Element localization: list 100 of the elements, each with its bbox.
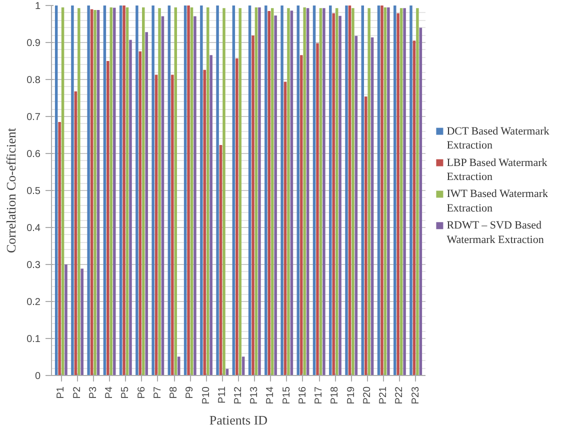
x-tick-label: P2 [72,386,83,399]
bar [122,6,126,376]
bar [206,7,210,376]
bar [187,6,190,376]
x-tick-label: P22 [394,386,406,404]
bar [403,8,406,376]
bar [103,6,106,376]
bar [152,6,154,376]
bar [94,10,96,376]
x-tick-label: P13 [249,386,260,404]
bar [171,74,174,376]
x-axis-title: Patients ID [209,412,268,428]
bar [300,55,303,376]
bar [58,122,61,376]
bar [258,7,261,376]
x-tick-label: P18 [330,386,341,404]
bar [377,6,380,376]
y-tick-label: 0.5 [26,186,41,197]
x-tick-label: P21 [378,386,390,404]
legend-label: DCT Based Watermark Extraction [446,125,550,152]
bar [412,40,416,376]
bar [145,32,148,376]
x-tick-label: P17 [314,386,325,404]
bar [216,6,219,376]
x-tick-label: P19 [346,386,357,404]
bar [387,7,390,376]
bar [335,8,338,376]
bar [322,8,326,376]
y-tick-label: 0.2 [26,297,41,308]
bar [126,7,129,376]
bar [316,43,319,376]
bar [161,16,164,376]
bar [90,9,94,376]
bar [303,7,306,376]
x-tick-label: P8 [168,386,180,399]
bar [203,70,206,376]
bar [80,268,84,376]
bar [238,8,242,376]
bar [248,6,252,376]
x-tick-label: P23 [410,386,422,404]
bar [210,55,212,376]
bar [368,8,370,376]
x-tick-label: P1 [56,386,67,399]
y-tick-label: 0.8 [26,75,41,86]
bar [136,6,138,376]
bar [96,10,100,376]
bar [184,6,187,376]
y-tick-label: 0.3 [26,260,41,271]
bar [380,6,384,376]
bar [345,6,348,376]
bar [252,35,254,376]
bar [154,74,158,376]
bar [106,61,110,376]
y-axis-title: Correlation Co-efficient [4,128,19,254]
bar [174,7,177,376]
bar [319,8,322,376]
y-tick-label: 0.6 [26,149,41,160]
bar [222,8,226,376]
bar [168,6,171,376]
bar [119,6,122,376]
bar [78,8,80,376]
bar [87,6,90,376]
x-tick-label: P20 [362,386,373,404]
bar [361,6,364,376]
y-tick-label: 0.9 [26,38,41,49]
bar [364,96,368,376]
bar [71,6,74,376]
bar [296,6,300,376]
legend-label: IWT Based Watermark Extraction [446,188,549,215]
bar [54,6,58,376]
y-tick-label: 0 [34,371,41,382]
bar [312,6,316,376]
bar [280,6,284,376]
bar [138,51,142,376]
y-tick-label: 0.7 [26,112,41,123]
x-tick-label: P11 [216,386,228,404]
bar [236,58,238,376]
bar [64,264,68,376]
bar [194,16,196,376]
x-tick-label: P10 [200,386,212,404]
bar [158,8,161,376]
bar [219,144,222,376]
bar [190,7,194,376]
x-tick-label: P12 [233,386,244,404]
bar [354,36,358,376]
bar [416,8,419,376]
bar [329,6,332,376]
y-tick-label: 1 [34,1,41,12]
bar [268,11,270,376]
x-tick-label: P3 [88,386,99,399]
y-tick-label: 0.4 [26,223,41,234]
bar [142,7,145,376]
bar [384,7,387,376]
x-tick-label: P4 [104,386,116,399]
x-tick-label: P9 [184,386,196,399]
y-tick-label: 0.1 [26,334,41,345]
bar [290,10,294,376]
bar [352,8,354,376]
bar [400,8,403,376]
bar [306,8,310,376]
